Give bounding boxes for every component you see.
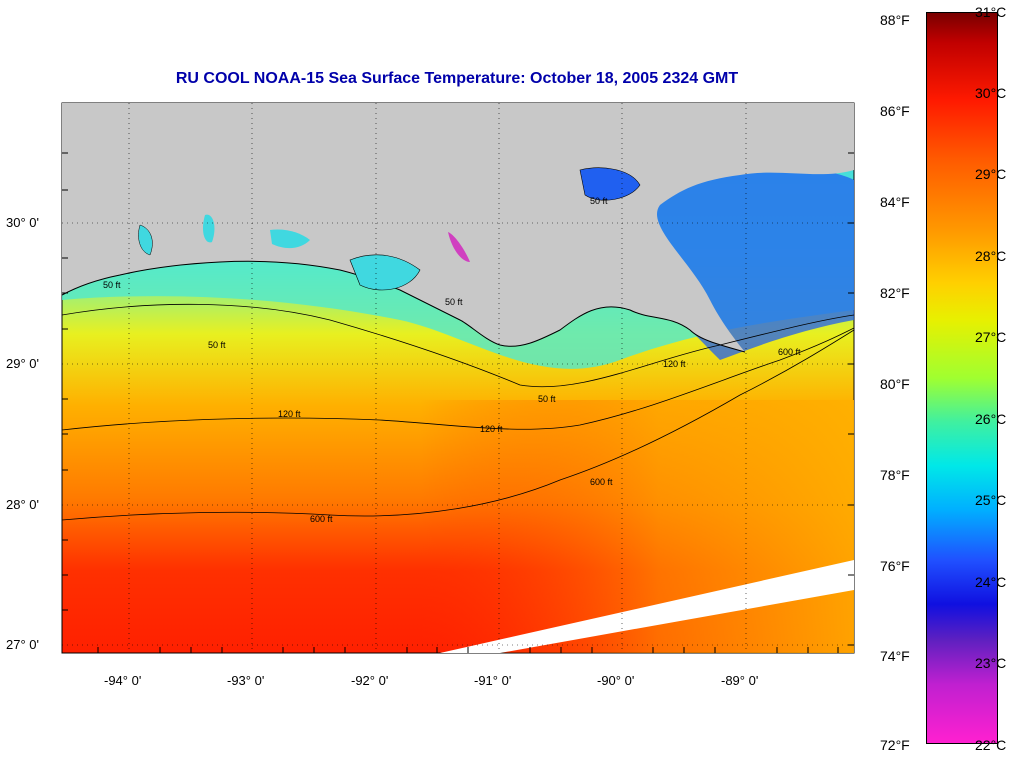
colorbar-c-label: 26°C [975,411,1007,427]
contour-label: 600 ft [310,514,333,524]
colorbar-c-label: 30°C [975,85,1007,101]
temperature-colorbar [926,12,998,744]
contour-120ft [61,327,855,431]
graticule [62,103,854,653]
contour-label: 50 ft [445,297,463,307]
colorbar-f-label: 80°F [880,376,910,392]
colorbar-f-label: 86°F [880,103,910,119]
lat-label: 29° 0' [6,356,39,371]
bay [202,214,215,243]
lon-label: -94° 0' [104,673,142,688]
bay [349,254,421,291]
colorbar-c-label: 31°C [975,4,1007,20]
contour-label: 50 ft [208,340,226,350]
land-mass [62,103,854,352]
colorbar-c-label: 23°C [975,655,1007,671]
contour-label: 120 ft [278,409,301,419]
colorbar-f-label: 84°F [880,194,910,210]
contour-label: 50 ft [538,394,556,404]
colorbar-c-label: 22°C [975,737,1007,753]
lat-label: 27° 0' [6,637,39,652]
colorbar-f-label: 78°F [880,467,910,483]
colorbar-f-label: 72°F [880,737,910,753]
bay [138,224,153,256]
lat-label: 28° 0' [6,497,39,512]
frame-ticks [62,152,854,653]
contour-label: 120 ft [480,424,503,434]
contour-label: 600 ft [778,347,801,357]
colorbar-c-label: 24°C [975,574,1007,590]
colorbar-c-label: 25°C [975,492,1007,508]
lon-label: -90° 0' [597,673,635,688]
lon-label: -89° 0' [721,673,759,688]
bay [579,167,641,201]
colorbar-f-label: 88°F [880,12,910,28]
contour-label: 50 ft [590,196,608,206]
lat-label: 30° 0' [6,215,39,230]
colorbar-f-label: 76°F [880,558,910,574]
lon-label: -93° 0' [227,673,265,688]
bay [448,232,470,262]
contour-label: 600 ft [590,477,613,487]
colorbar-c-label: 28°C [975,248,1007,264]
colorbar-c-label: 27°C [975,329,1007,345]
contour-label: 120 ft [663,359,686,369]
colorbar-c-label: 29°C [975,166,1007,182]
colorbar-f-label: 74°F [880,648,910,664]
contour-label: 50 ft [103,280,121,290]
lon-label: -91° 0' [474,673,512,688]
no-data-swath [440,560,854,653]
land-outline [61,260,746,353]
bay [270,229,310,249]
contour-600ft [61,329,855,521]
map-title: RU COOL NOAA-15 Sea Surface Temperature:… [175,70,739,87]
lon-label: -92° 0' [351,673,389,688]
colorbar-f-label: 82°F [880,285,910,301]
